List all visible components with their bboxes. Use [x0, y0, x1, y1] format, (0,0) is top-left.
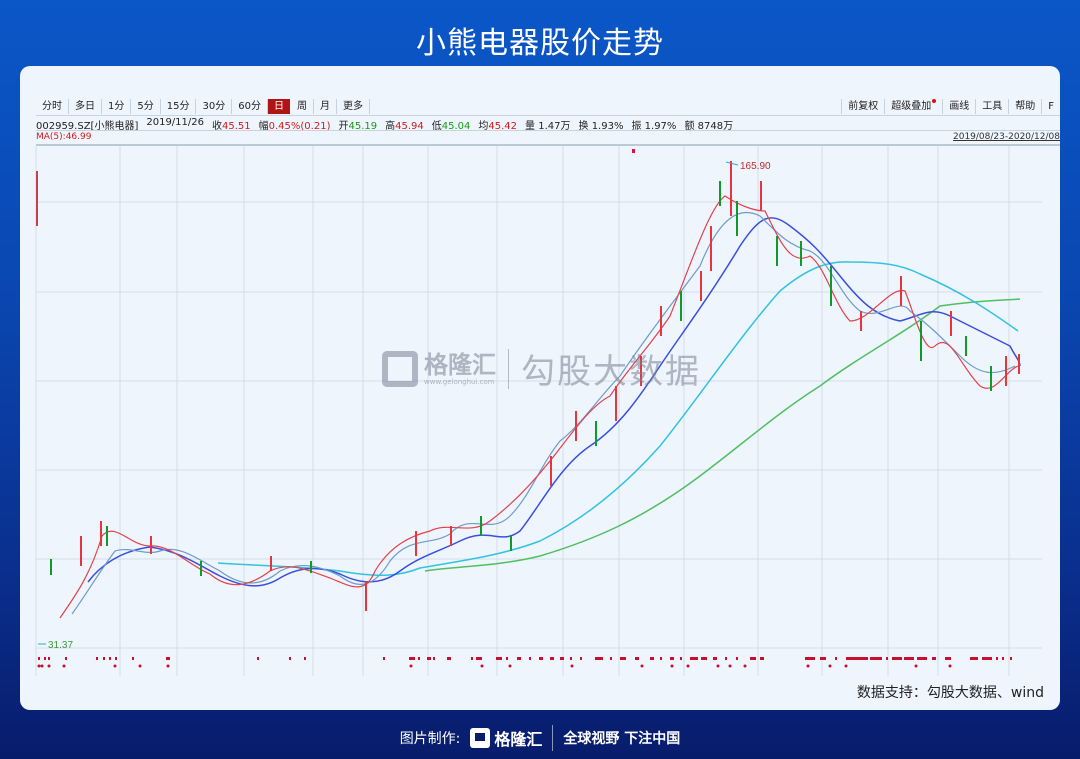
chart-panel: 分时 多日 1分 5分 15分 30分 60分 日 周 月 更多 前复权 超级叠…	[20, 66, 1060, 710]
price-chart[interactable]: 165.90 31.37	[20, 66, 1060, 710]
period-tab[interactable]: 更多	[337, 99, 370, 114]
gelonghui-logo-icon	[470, 728, 491, 748]
quote-info-bar: 002959.SZ[小熊电器] 2019/11/26 收45.51 幅0.45%…	[36, 117, 733, 132]
footer-slogan: 全球视野 下注中国	[563, 731, 681, 747]
min-price-label: 31.37	[48, 640, 73, 651]
close-field: 收45.51	[212, 121, 251, 132]
divider	[36, 130, 1060, 131]
footer-divider	[552, 725, 554, 751]
chart-top-border	[36, 144, 1060, 146]
low-field: 低45.04	[431, 121, 471, 132]
footer-brand: 格隆汇	[494, 730, 543, 749]
stock-code: 002959.SZ[小熊电器]	[36, 121, 139, 132]
period-tab[interactable]: 周	[291, 99, 314, 114]
change-field: 幅0.45%(0.21)	[258, 121, 331, 132]
watermark-brand: 格隆汇	[424, 350, 496, 379]
candlesticks	[50, 161, 1020, 611]
max-price-label: 165.90	[740, 161, 771, 172]
period-tab[interactable]: 月	[314, 99, 337, 114]
overlay-button[interactable]: 超级叠加	[884, 99, 942, 114]
signal-dots	[37, 657, 1012, 668]
period-tab[interactable]: 1分	[102, 99, 132, 114]
footer-label: 图片制作:	[399, 731, 461, 747]
divider	[36, 115, 1060, 116]
period-tab[interactable]: 多日	[69, 99, 102, 114]
watermark: 格隆汇 www.gelonghui.com 勾股大数据	[382, 344, 701, 393]
period-tab[interactable]: 15分	[161, 99, 197, 114]
max-pointer	[725, 161, 739, 166]
overlay-label: 超级叠加	[891, 101, 932, 112]
open-field: 开45.19	[338, 121, 378, 132]
period-tab[interactable]: 30分	[196, 99, 233, 114]
period-tab[interactable]: 分时	[36, 99, 69, 114]
marker-dot	[632, 149, 635, 153]
ma20-line	[87, 217, 1021, 587]
watermark-text: 勾股大数据	[521, 352, 701, 392]
turnover-field: 换 1.93%	[578, 121, 624, 132]
help-button[interactable]: 帮助	[1008, 99, 1041, 114]
gelonghui-logo-icon	[382, 350, 418, 387]
volume-field: 量 1.47万	[525, 121, 571, 132]
ma60-line	[217, 261, 1019, 577]
watermark-url: www.gelonghui.com	[424, 377, 495, 386]
footer: 图片制作: 格隆汇 全球视野 下注中国	[0, 725, 1080, 751]
quote-date: 2019/11/26	[146, 117, 204, 128]
high-field: 高45.94	[385, 121, 424, 132]
tools-button[interactable]: 工具	[975, 99, 1008, 114]
notification-dot-icon	[932, 99, 937, 103]
amplitude-field: 振 1.97%	[631, 121, 677, 132]
ma-indicator: MA(5):46.99	[36, 132, 92, 142]
period-tab[interactable]: 60分	[232, 99, 268, 114]
draw-button[interactable]: 画线	[942, 99, 975, 114]
period-tab-active[interactable]: 日	[267, 99, 290, 114]
ma10-line	[71, 211, 1016, 615]
grid	[35, 146, 1042, 676]
amount-field: 额 8748万	[684, 121, 734, 132]
avg-field: 均45.42	[478, 121, 518, 132]
page-title: 小熊电器股价走势	[416, 26, 664, 61]
tools-toolbar: 前复权 超级叠加 画线 工具 帮助 F	[841, 99, 1060, 114]
ma120-line	[424, 298, 1021, 572]
ma5-line	[59, 195, 1019, 619]
period-toolbar: 分时 多日 1分 5分 15分 30分 60分 日 周 月 更多	[36, 99, 370, 114]
data-source: 数据支持：勾股大数据、wind	[856, 685, 1044, 701]
date-range: 2019/08/23-2020/12/08	[953, 132, 1060, 142]
watermark-divider	[508, 348, 509, 389]
adjust-button[interactable]: 前复权	[841, 99, 884, 114]
f-button[interactable]: F	[1041, 99, 1060, 114]
period-tab[interactable]: 5分	[131, 99, 161, 114]
